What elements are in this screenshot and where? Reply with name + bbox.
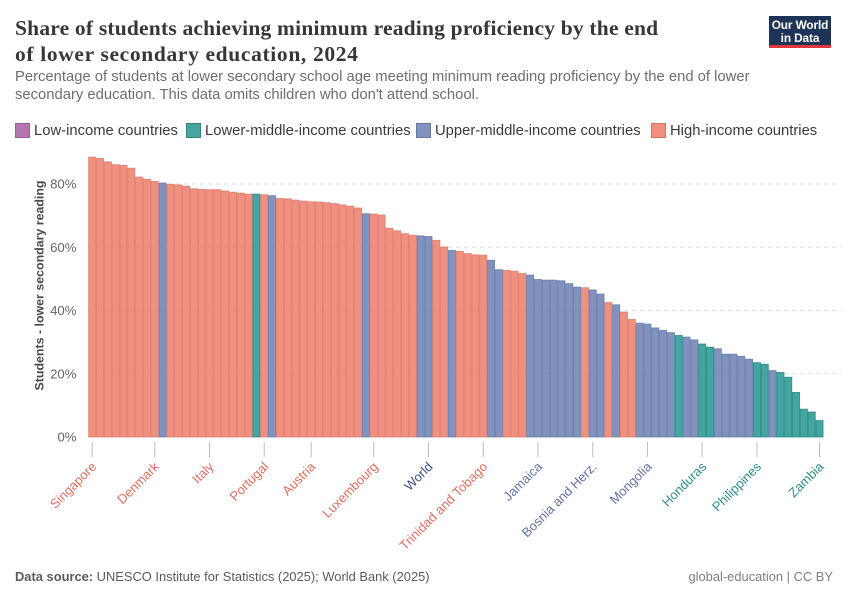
svg-text:Jamaica: Jamaica	[500, 458, 545, 503]
svg-text:World: World	[401, 459, 435, 493]
svg-text:Austria: Austria	[279, 458, 319, 498]
svg-text:Portugal: Portugal	[227, 459, 272, 504]
svg-text:60%: 60%	[50, 240, 77, 255]
svg-text:80%: 80%	[50, 177, 77, 192]
svg-text:Luxembourg: Luxembourg	[319, 459, 381, 521]
svg-text:Mongolia: Mongolia	[607, 458, 655, 506]
svg-text:20%: 20%	[50, 366, 77, 381]
svg-text:Honduras: Honduras	[659, 459, 710, 510]
svg-text:Philippines: Philippines	[709, 459, 764, 514]
svg-text:Singapore: Singapore	[47, 459, 100, 512]
svg-text:0%: 0%	[57, 430, 76, 445]
svg-text:Students - lower secondary rea: Students - lower secondary reading	[33, 181, 47, 391]
svg-text:Zambia: Zambia	[785, 458, 827, 500]
svg-text:40%: 40%	[50, 303, 77, 318]
svg-text:Italy: Italy	[189, 459, 217, 487]
svg-text:Denmark: Denmark	[114, 459, 162, 507]
